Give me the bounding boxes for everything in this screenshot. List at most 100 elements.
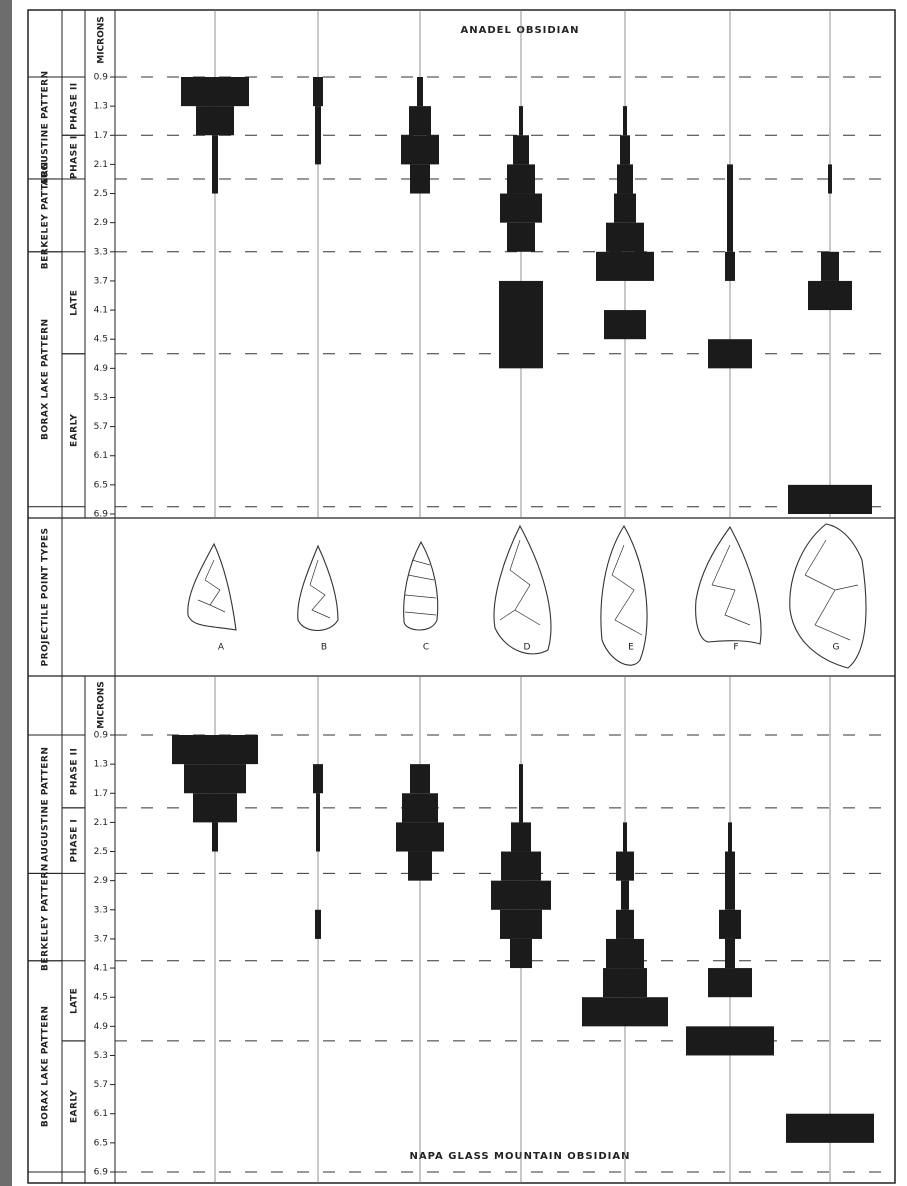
frequency-bar [315, 910, 321, 939]
y-tick-label: 3.7 [94, 276, 108, 286]
y-tick-label: 5.3 [94, 393, 108, 403]
frequency-bar [623, 822, 627, 851]
frequency-bar [408, 852, 432, 881]
frequency-bar [507, 223, 535, 252]
frequency-bar [402, 793, 438, 822]
phase-label: EARLY [70, 1090, 80, 1123]
frequency-bar [603, 968, 647, 997]
y-tick-label: 4.1 [94, 306, 108, 316]
y-tick-label: 4.5 [94, 335, 108, 345]
frequency-bar [808, 281, 852, 310]
point-outline [790, 524, 866, 668]
y-tick-label: 1.3 [94, 760, 108, 770]
frequency-bar [315, 106, 321, 164]
y-tick-label: 3.7 [94, 934, 108, 944]
axis-label: MICRONS [97, 681, 107, 729]
y-tick-label: 6.5 [94, 1138, 108, 1148]
frequency-bar [417, 77, 423, 106]
y-tick-label: 2.5 [94, 189, 108, 199]
y-tick-label: 5.7 [94, 1080, 108, 1090]
period-label: BERKELEY PATTERN [41, 863, 51, 971]
y-tick-label: 6.9 [94, 510, 109, 520]
scan-edge [0, 0, 12, 1186]
point-outline [298, 546, 338, 631]
frequency-bar [623, 106, 627, 135]
frequency-bar [786, 1114, 874, 1143]
frequency-bar [401, 135, 439, 164]
frequency-bar [728, 822, 732, 851]
frequency-bar [616, 910, 634, 939]
point-outline [188, 544, 236, 630]
figure: PROJECTILE POINT TYPES ABCDEFGANADEL OBS… [0, 0, 907, 1186]
y-tick-label: 0.9 [94, 73, 109, 83]
frequency-bar [606, 223, 644, 252]
frequency-bar [725, 852, 735, 910]
frequency-bar [316, 793, 320, 851]
frequency-bar [614, 194, 636, 223]
frequency-bar [519, 106, 523, 135]
frequency-bar [212, 822, 218, 851]
y-tick-label: 6.9 [94, 1168, 109, 1178]
frequency-bar [396, 822, 444, 851]
point-types-label: PROJECTILE POINT TYPES [41, 527, 51, 666]
y-tick-label: 6.5 [94, 480, 108, 490]
frequency-bar [510, 939, 532, 968]
frequency-bar [788, 485, 872, 514]
frequency-bar [719, 910, 741, 939]
period-label: AUGUSTINE PATTERN [41, 747, 51, 862]
frequency-bar [184, 764, 246, 793]
frequency-bar [708, 339, 752, 368]
panel-title: ANADEL OBSIDIAN [460, 25, 579, 36]
frequency-bar [491, 881, 551, 910]
frequency-bar [828, 164, 832, 193]
frame [28, 10, 895, 1183]
phase-label: PHASE I [70, 135, 80, 179]
frequency-bar [606, 939, 644, 968]
point-outline [696, 527, 761, 644]
frequency-bar [596, 252, 654, 281]
frequency-bar [727, 164, 733, 251]
frequency-bar [181, 77, 249, 106]
frequency-bar [500, 194, 542, 223]
y-tick-label: 3.3 [94, 905, 108, 915]
frequency-bar [604, 310, 646, 339]
point-outline [601, 526, 647, 665]
frequency-bar [501, 852, 541, 881]
phase-label: PHASE I [70, 819, 80, 863]
point-letter: F [733, 643, 738, 653]
frequency-bar [617, 164, 633, 193]
y-tick-label: 6.1 [94, 1109, 108, 1119]
frequency-bar [313, 77, 323, 106]
axis-label: MICRONS [97, 16, 107, 64]
frequency-bar [410, 764, 430, 793]
panel-title: NAPA GLASS MOUNTAIN OBSIDIAN [410, 1151, 631, 1162]
y-tick-label: 4.1 [94, 964, 108, 974]
frequency-bar [616, 852, 634, 881]
frequency-bar [410, 164, 430, 193]
frequency-bar [582, 997, 668, 1026]
page: {"chart_data": [ {"type": "range-bar", "… [0, 0, 907, 1186]
frequency-bar [620, 135, 630, 164]
y-tick-label: 5.7 [94, 422, 108, 432]
frequency-bar [313, 764, 323, 793]
frequency-bar [212, 135, 218, 193]
phase-label: PHASE II [70, 82, 80, 130]
frequency-bar [513, 135, 529, 164]
point-outline [494, 526, 551, 654]
y-tick-label: 4.5 [94, 993, 108, 1003]
period-label: BORAX LAKE PATTERN [41, 318, 51, 440]
y-tick-label: 3.3 [94, 247, 108, 257]
point-outline [404, 542, 438, 630]
frequency-bar [507, 164, 535, 193]
frequency-bar [821, 252, 839, 281]
point-letter: C [423, 643, 429, 653]
period-label: BORAX LAKE PATTERN [41, 1006, 51, 1128]
y-tick-label: 2.1 [94, 160, 108, 170]
y-tick-label: 4.9 [94, 1022, 109, 1032]
y-tick-label: 1.7 [94, 131, 108, 141]
y-tick-label: 2.5 [94, 847, 108, 857]
point-letter: D [524, 643, 531, 653]
frequency-bar [725, 252, 735, 281]
y-tick-label: 5.3 [94, 1051, 108, 1061]
frequency-bar [409, 106, 431, 135]
